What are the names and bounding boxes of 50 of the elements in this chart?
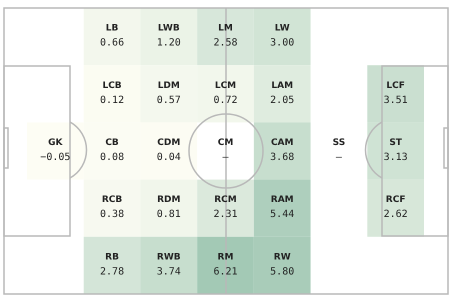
category-label: CM	[218, 138, 234, 148]
data-label: 3.51	[384, 94, 408, 106]
data-label: 1.20	[156, 38, 181, 49]
data-label: 2.58	[213, 38, 238, 49]
data-label: 0.08	[100, 152, 124, 163]
data-label: 3.68	[270, 152, 294, 163]
data-label: 0.04	[156, 152, 181, 163]
data-label: 5.80	[270, 266, 294, 278]
category-label: LW	[274, 24, 290, 34]
category-label: RWB	[156, 252, 181, 262]
category-label: LAM	[271, 80, 294, 91]
data-label: 2.62	[384, 209, 408, 220]
category-label: LCB	[102, 80, 122, 91]
category-label: RCB	[102, 195, 122, 206]
category-label: LWB	[158, 24, 180, 34]
data-label: −0.05	[40, 152, 70, 163]
category-label: SS	[332, 138, 346, 148]
category-label: ST	[389, 138, 403, 148]
category-label: RAM	[270, 195, 294, 206]
data-label: 2.78	[100, 266, 124, 278]
category-label: LB	[106, 24, 118, 34]
category-label: GK	[48, 138, 64, 148]
data-label: 2.31	[213, 209, 238, 220]
category-label: LDM	[158, 80, 180, 91]
data-label: 3.00	[270, 38, 294, 49]
data-label: 2.05	[270, 94, 294, 106]
data-label: 6.21	[213, 266, 238, 278]
data-label: 5.44	[270, 209, 294, 220]
category-label: RB	[105, 252, 120, 262]
data-label: 0.12	[100, 94, 124, 106]
data-label: 0.81	[156, 209, 181, 220]
category-label: CAM	[270, 138, 294, 148]
category-label: RCF	[386, 195, 406, 206]
data-label: 0.66	[100, 38, 124, 49]
category-label: LM	[218, 24, 233, 34]
category-label: RM	[218, 252, 234, 262]
category-label: CB	[105, 138, 119, 148]
data-label: 0.72	[213, 94, 238, 106]
category-label: LCF	[386, 80, 405, 91]
category-label: RCM	[214, 195, 237, 206]
data-label: 3.13	[384, 152, 408, 163]
category-label: CDM	[157, 138, 180, 148]
data-label: –	[336, 152, 343, 163]
category-label: RDM	[157, 195, 181, 206]
data-label: 0.38	[100, 209, 124, 220]
data-label: 0.57	[156, 94, 181, 106]
category-label: LCM	[214, 80, 236, 91]
data-label: 3.74	[156, 266, 181, 278]
category-label: RW	[274, 252, 291, 262]
data-label: –	[222, 152, 230, 163]
